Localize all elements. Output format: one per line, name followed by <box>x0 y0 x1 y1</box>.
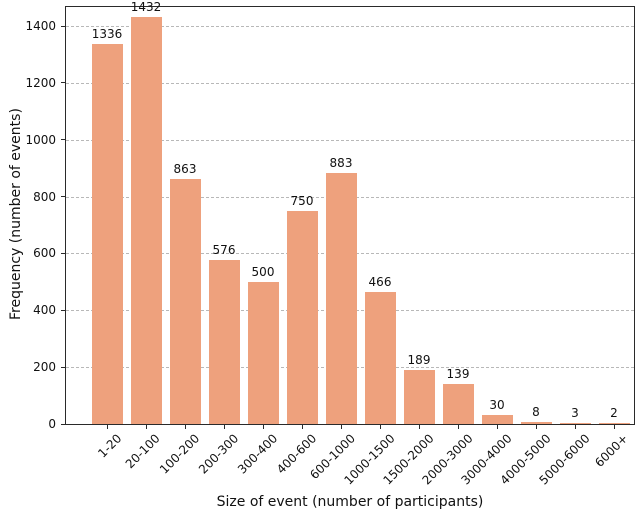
x-tick-mark <box>614 424 615 429</box>
x-tick-label: 200-300 <box>195 431 242 477</box>
x-tick-mark <box>302 424 303 429</box>
plot-area: 0 200 400 600 800 1000 1200 1400 1336 1-20 1432 20-… <box>25 0 635 487</box>
y-tick-label: 1400 <box>25 19 56 33</box>
bar <box>286 210 318 424</box>
bar <box>130 16 162 424</box>
y-tick-mark <box>61 196 65 198</box>
y-tick-label: 400 <box>33 303 56 318</box>
bar <box>598 423 630 424</box>
bar-value-label: 30 <box>489 398 505 413</box>
bar-value-label: 189 <box>407 353 431 368</box>
x-tick-label: 100-200 <box>156 431 203 477</box>
bar <box>325 172 357 424</box>
bar <box>442 384 474 424</box>
x-tick-mark <box>341 424 342 429</box>
y-tick-mark <box>61 366 65 368</box>
x-tick-label: 20-100 <box>123 431 164 472</box>
bar-value-label: 3 <box>571 406 579 421</box>
x-tick-label: 300-400 <box>234 431 281 477</box>
gridline <box>66 26 634 27</box>
bar-value-label: 1336 <box>91 27 123 42</box>
bar <box>247 281 279 424</box>
bar <box>481 415 513 424</box>
bar-value-label: 750 <box>290 193 314 208</box>
y-tick-mark <box>61 252 65 254</box>
x-tick-mark <box>497 424 498 429</box>
bar <box>91 44 123 424</box>
bar <box>559 423 591 424</box>
x-tick-label: 1-20 <box>95 431 125 461</box>
x-tick-mark <box>263 424 264 429</box>
bar-value-label: 2 <box>610 406 618 421</box>
bar <box>169 178 201 424</box>
y-tick-label: 1200 <box>25 75 56 90</box>
x-tick-mark <box>146 424 147 429</box>
bar-value-label: 8 <box>532 404 540 419</box>
y-tick-mark <box>61 423 65 425</box>
x-tick-mark <box>575 424 576 429</box>
x-tick-mark <box>224 424 225 429</box>
x-tick-mark <box>185 424 186 429</box>
y-tick-label: 0 <box>48 417 56 431</box>
bar <box>364 291 396 424</box>
x-tick-mark <box>380 424 381 429</box>
bar-value-label: 466 <box>368 274 392 289</box>
x-tick-mark <box>107 424 108 429</box>
y-tick-mark <box>61 25 65 27</box>
gridline <box>66 139 634 141</box>
x-tick-mark <box>419 424 420 429</box>
y-tick-mark <box>61 309 65 311</box>
y-tick-label: 600 <box>33 246 56 261</box>
x-tick-mark <box>458 424 459 429</box>
bar <box>208 260 240 424</box>
bar <box>403 370 435 424</box>
gridline <box>66 82 634 84</box>
bar-value-label: 576 <box>212 243 236 258</box>
bar-value-label: 883 <box>329 155 353 170</box>
bar <box>520 421 552 424</box>
bar-value-label: 1432 <box>130 0 162 14</box>
y-tick-mark <box>61 139 65 141</box>
x-axis-title: Size of event (number of participants) <box>216 494 484 510</box>
bar-value-label: 863 <box>173 161 197 176</box>
x-tick-label: 6000+ <box>592 431 632 470</box>
y-tick-label: 800 <box>33 189 56 204</box>
y-tick-label: 200 <box>33 360 56 375</box>
bar-value-label: 500 <box>251 264 275 279</box>
x-tick-mark <box>536 424 537 429</box>
bar-value-label: 139 <box>446 367 470 382</box>
y-tick-mark <box>61 82 65 84</box>
y-tick-label: 1000 <box>25 132 56 147</box>
